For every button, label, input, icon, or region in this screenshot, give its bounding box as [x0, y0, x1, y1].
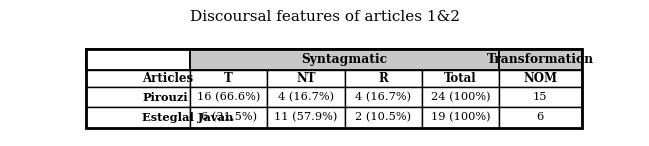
Bar — [190, 70, 267, 87]
Bar — [345, 70, 422, 87]
Bar — [499, 70, 582, 87]
Text: Syntagmatic: Syntagmatic — [302, 53, 387, 66]
Text: Transformation: Transformation — [487, 53, 594, 66]
Text: T: T — [225, 72, 233, 85]
Text: 4 (16.7%): 4 (16.7%) — [355, 92, 411, 102]
Bar — [190, 107, 267, 128]
Bar — [267, 70, 345, 87]
Bar — [86, 107, 190, 128]
Text: 11 (57.9%): 11 (57.9%) — [275, 112, 337, 123]
Text: Esteglal Javan: Esteglal Javan — [142, 112, 234, 123]
Text: 19 (100%): 19 (100%) — [430, 112, 490, 123]
Text: 4 (16.7%): 4 (16.7%) — [278, 92, 334, 102]
Text: Pirouzi: Pirouzi — [142, 92, 188, 102]
Bar — [345, 107, 422, 128]
Bar — [190, 49, 499, 70]
Bar — [190, 87, 267, 107]
Bar — [499, 107, 582, 128]
Text: NOM: NOM — [523, 72, 557, 85]
Bar — [422, 87, 499, 107]
Bar — [86, 49, 190, 70]
Text: NT: NT — [296, 72, 315, 85]
Text: R: R — [378, 72, 388, 85]
Bar — [86, 87, 190, 107]
Bar — [499, 49, 582, 70]
Text: 24 (100%): 24 (100%) — [430, 92, 490, 102]
Text: 16 (66.6%): 16 (66.6%) — [197, 92, 260, 102]
Text: 6 (31.5%): 6 (31.5%) — [201, 112, 257, 123]
Bar — [86, 49, 582, 128]
Bar — [422, 70, 499, 87]
Bar — [345, 87, 422, 107]
Bar — [267, 87, 345, 107]
Text: Articles: Articles — [142, 72, 193, 85]
Text: Total: Total — [444, 72, 477, 85]
Text: 2 (10.5%): 2 (10.5%) — [355, 112, 411, 123]
Bar — [499, 87, 582, 107]
Bar — [422, 107, 499, 128]
Bar — [86, 70, 190, 87]
Text: 6: 6 — [537, 112, 544, 122]
Bar — [267, 107, 345, 128]
Text: Discoursal features of articles 1&2: Discoursal features of articles 1&2 — [190, 10, 459, 24]
Text: 15: 15 — [533, 92, 548, 102]
